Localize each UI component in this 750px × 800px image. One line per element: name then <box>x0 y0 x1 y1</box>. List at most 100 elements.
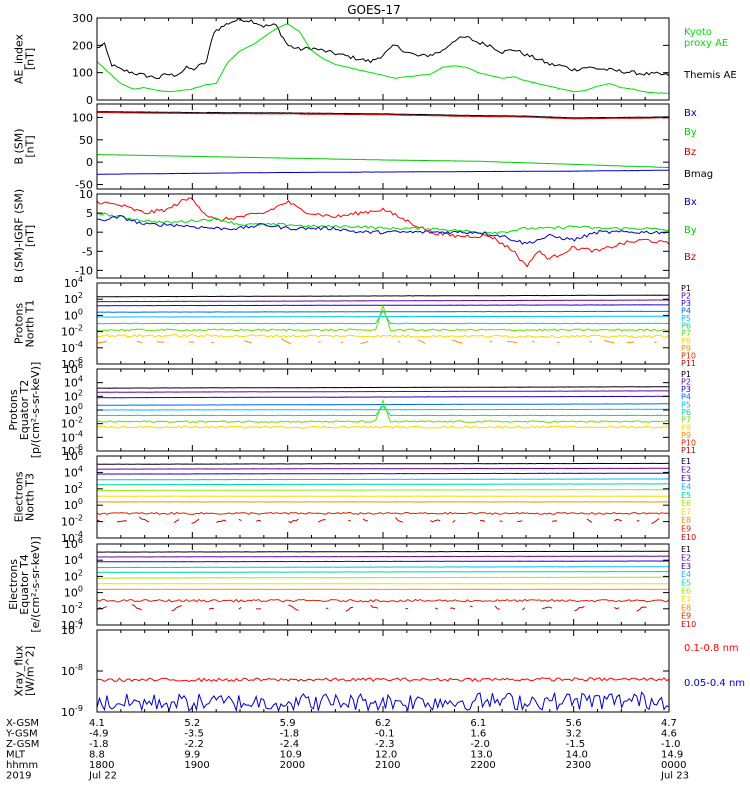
series-e5-line <box>97 483 669 486</box>
y-tick-label: 10-2 <box>61 416 83 431</box>
legend-line: 0.05-0.4 nm <box>684 678 745 689</box>
series-p9-segment <box>589 340 593 343</box>
legend-entry: P2 <box>681 291 691 300</box>
legend-entry: P3 <box>681 299 691 308</box>
series-p9-segment <box>211 341 215 344</box>
series-e10-segment <box>614 518 622 522</box>
series-p9-segment <box>507 340 518 344</box>
series-e9-line <box>97 598 669 603</box>
series-p4-line <box>97 310 669 313</box>
y-tick-exponent: 0 <box>78 307 83 316</box>
y-tick-exponent: 6 <box>78 448 83 457</box>
series-e10-segment <box>517 520 523 523</box>
series-themis-ae-line <box>97 18 669 79</box>
series-e10-segment <box>574 605 585 612</box>
series-p9-segment <box>604 340 615 344</box>
legend-entry: E10 <box>681 620 696 629</box>
y-tick-label: 10-6 <box>61 443 83 458</box>
y-tick-label: 106 <box>64 536 83 551</box>
y-tick-label: 104 <box>64 275 83 290</box>
series-e10-segment <box>452 519 456 523</box>
y-tick-exponent: -4 <box>75 340 83 349</box>
series-p9-segment <box>360 340 369 345</box>
x-row-value: 4.1 <box>89 718 105 729</box>
x-row-value: 2200 <box>470 760 495 771</box>
y-tick-base: 10 <box>64 538 78 551</box>
series-p2-line <box>97 390 669 393</box>
series-bx-line <box>97 215 669 245</box>
legend-entry: P4 <box>681 393 691 402</box>
x-row-value: -1.5 <box>566 739 586 750</box>
ylabel-line: Equator T2 <box>18 380 31 440</box>
legend-entry: P6 <box>681 408 691 417</box>
y-tick-label: 10 <box>79 188 93 201</box>
y-tick-label: 10-4 <box>61 429 83 444</box>
series-e10-segment <box>370 604 379 609</box>
x-row-value: -0.1 <box>375 729 395 740</box>
y-tick-exponent: -8 <box>75 663 83 672</box>
panel-1-ylabel: AE_index[nT] <box>13 33 37 84</box>
x-row-value: 5.9 <box>280 718 296 729</box>
legend-entry: P8 <box>681 423 691 432</box>
series-e4-line <box>97 566 669 569</box>
y-tick-base: 10 <box>64 587 78 600</box>
series-e10-segment <box>348 519 351 522</box>
legend-line: Bz <box>684 252 696 263</box>
legend-entry: E6 <box>681 499 691 508</box>
series-kyoto-proxy-ae-line <box>97 23 669 94</box>
legend-entry: P9 <box>681 344 691 353</box>
series-by-line <box>97 212 669 235</box>
x-row-value: -2.2 <box>184 739 204 750</box>
y-tick-label: 10-2 <box>61 324 83 339</box>
series-p4-line <box>97 403 669 406</box>
y-tick-base: 10 <box>61 665 75 678</box>
y-tick-exponent: 2 <box>78 481 83 490</box>
y-tick-base: 10 <box>61 431 75 444</box>
x-row-value: 4.6 <box>661 729 677 740</box>
y-tick-exponent: 0 <box>78 585 83 594</box>
series-p2-line <box>97 299 669 303</box>
panel-3: -10 -5 0 5 10 B (SM)-IGRF (SM)[nT] Bx By Bz <box>13 188 697 283</box>
y-tick-exponent: -2 <box>75 514 83 523</box>
legend-entry: P1 <box>681 370 691 379</box>
legend-entry: E3 <box>681 474 691 483</box>
ylabel-line: Protons <box>7 389 20 430</box>
y-tick-exponent: 6 <box>78 361 83 370</box>
legend-entry: E2 <box>681 553 691 562</box>
y-tick-base: 10 <box>64 466 78 479</box>
series-p9-segment <box>452 340 463 344</box>
x-row-value: -2.0 <box>470 739 490 750</box>
y-tick-base: 10 <box>61 532 75 545</box>
legend-entry: P10 <box>681 439 696 448</box>
legend-entry: E7 <box>681 508 691 517</box>
series-p6-line <box>97 309 669 325</box>
x-row-value: -2.3 <box>375 739 395 750</box>
panel-6-ylabel: ElectronsNorth T3 <box>13 471 37 522</box>
legend-entry: Kyoto proxy AE <box>684 27 728 49</box>
legend-entry: E4 <box>681 570 691 579</box>
series-e1-line <box>97 550 669 553</box>
legend-line: Kyoto <box>684 27 712 38</box>
ylabel-line: Protons <box>13 303 26 344</box>
legend-entry: Themis AE <box>683 70 737 81</box>
series-e3-line <box>97 560 669 563</box>
y-tick-label: 10-4 <box>61 530 83 545</box>
x-row-value: 1900 <box>184 760 209 771</box>
series-e10-segment <box>288 518 299 524</box>
y-tick-label: 10-8 <box>61 663 83 678</box>
y-tick-label: 100 <box>64 585 83 600</box>
panel-4-series <box>97 294 669 345</box>
series-e10-segment <box>499 520 503 522</box>
series-e10-segment <box>131 604 143 611</box>
x-row-value: 14.0 <box>566 750 588 761</box>
series-e10-segment <box>208 607 214 610</box>
series-p7-line <box>97 303 669 332</box>
ylabel-line: North T1 <box>24 300 37 348</box>
x-row-value: 0000 <box>661 760 686 771</box>
series-p9-segment <box>243 340 252 344</box>
legend-entry: P2 <box>681 377 691 386</box>
y-tick-label: 0 <box>86 94 93 107</box>
